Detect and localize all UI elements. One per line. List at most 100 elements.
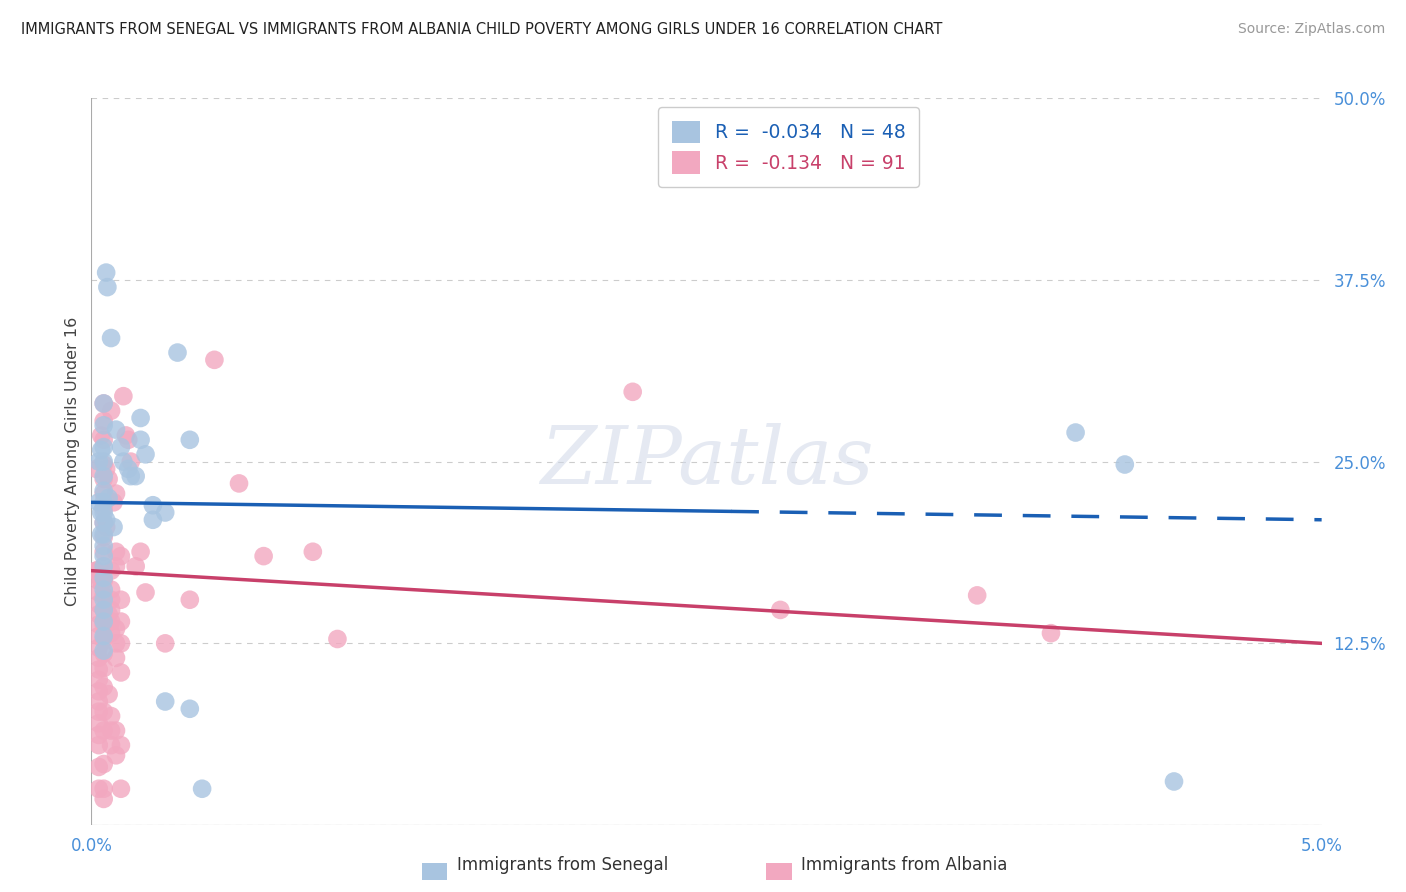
Point (105, 748, 127, 763)
Point (179, 702, 201, 716)
Point (87, 781, 110, 796)
Point (105, 545, 127, 559)
Point (93, 571, 115, 585)
Point (87, 760, 110, 774)
Text: Immigrants from Senegal: Immigrants from Senegal (457, 856, 668, 874)
Point (179, 592, 201, 607)
Point (96, 520, 117, 534)
Point (93, 559, 115, 574)
Legend: R =  -0.034   N = 48, R =  -0.134   N = 91: R = -0.034 N = 48, R = -0.134 N = 91 (658, 108, 918, 187)
Point (93, 469, 115, 483)
Point (142, 513, 165, 527)
Point (120, 455, 142, 469)
Point (103, 495, 125, 509)
Point (93, 433, 115, 447)
Point (166, 345, 188, 359)
Point (97, 472, 120, 486)
Point (105, 622, 127, 636)
Point (129, 433, 152, 447)
Point (93, 418, 115, 433)
Point (90, 428, 112, 442)
Point (179, 433, 201, 447)
Point (93, 603, 115, 617)
Text: Immigrants from Albania: Immigrants from Albania (801, 856, 1008, 874)
Point (93, 516, 115, 530)
Point (87, 597, 110, 611)
Point (93, 506, 115, 520)
Point (93, 483, 115, 498)
Point (93, 757, 115, 772)
Point (93, 516, 115, 530)
Point (100, 738, 122, 752)
Point (86, 564, 108, 578)
Point (87, 495, 110, 509)
Point (90, 574, 112, 588)
Point (93, 792, 115, 806)
Point (621, 384, 644, 399)
Point (301, 545, 323, 559)
Point (117, 433, 139, 447)
Point (228, 476, 250, 491)
Point (87, 673, 110, 687)
Point (93, 501, 115, 516)
Point (93, 440, 115, 454)
Point (966, 588, 988, 602)
Point (93, 582, 115, 597)
Point (93, 472, 115, 486)
Point (93, 617, 115, 632)
Point (110, 781, 132, 796)
Point (87, 607, 110, 622)
Point (117, 462, 139, 476)
Point (93, 603, 115, 617)
Text: IMMIGRANTS FROM SENEGAL VS IMMIGRANTS FROM ALBANIA CHILD POVERTY AMONG GIRLS UND: IMMIGRANTS FROM SENEGAL VS IMMIGRANTS FR… (21, 22, 942, 37)
Point (87, 651, 110, 665)
Point (100, 603, 122, 617)
Point (100, 331, 122, 345)
Point (93, 781, 115, 796)
Point (105, 636, 127, 650)
Point (97, 687, 120, 701)
Point (93, 680, 115, 694)
Point (93, 545, 115, 559)
Point (129, 545, 152, 559)
Point (100, 626, 122, 640)
Point (135, 447, 156, 461)
Point (93, 705, 115, 719)
Point (100, 582, 122, 597)
Point (110, 636, 132, 650)
Point (110, 665, 132, 680)
Point (86, 462, 108, 476)
Point (120, 469, 142, 483)
Point (253, 549, 276, 563)
Point (97, 491, 120, 505)
Point (100, 403, 122, 417)
Point (93, 414, 115, 428)
Point (86, 564, 108, 578)
Point (93, 588, 115, 602)
Point (87, 738, 110, 752)
Point (93, 486, 115, 500)
Point (96, 266, 117, 280)
Point (87, 716, 110, 731)
Point (103, 520, 125, 534)
Point (93, 629, 115, 643)
Point (93, 458, 115, 472)
Point (93, 574, 115, 588)
Point (87, 574, 110, 588)
Text: ZIPatlas: ZIPatlas (540, 423, 873, 500)
Point (124, 559, 148, 574)
Point (124, 469, 148, 483)
Point (93, 632, 115, 646)
Point (93, 647, 115, 661)
Point (93, 723, 115, 738)
Point (93, 549, 115, 563)
Point (96, 513, 117, 527)
Point (87, 694, 110, 708)
Point (93, 592, 115, 607)
Point (90, 527, 112, 541)
Point (93, 661, 115, 675)
Point (153, 506, 177, 520)
Point (105, 723, 127, 738)
Point (87, 629, 110, 643)
Point (100, 592, 122, 607)
